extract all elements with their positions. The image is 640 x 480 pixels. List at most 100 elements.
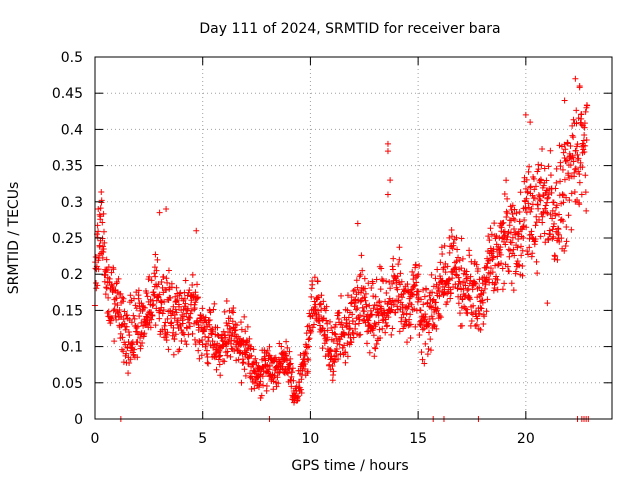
x-axis-title: GPS time / hours [291,458,408,474]
data-point [459,255,466,262]
data-point [378,265,385,272]
data-point [93,285,100,292]
data-point [547,211,554,218]
data-point [420,318,427,325]
data-point [146,319,153,326]
data-point [124,312,131,319]
data-point [103,285,110,292]
data-point [547,147,554,154]
data-point [556,238,563,245]
data-point [227,353,234,360]
data-point [202,343,209,350]
data-point [581,148,588,155]
x-tick-label: 10 [302,431,320,447]
data-point [529,235,536,242]
data-point [297,386,304,393]
data-point [476,284,483,291]
x-tick-labels: 0 5 10 15 20 [91,431,535,447]
data-point [532,236,539,243]
data-point [384,191,391,198]
data-point [230,304,237,311]
data-point [421,293,428,300]
data-point [259,373,266,380]
data-point [243,349,250,356]
data-point [162,319,169,326]
data-point [572,147,579,154]
data-point [540,182,547,189]
data-point [173,298,180,305]
data-point [164,329,171,336]
data-point [326,361,333,368]
y-tick-label: 0.25 [52,231,83,247]
data-point [225,320,232,327]
data-point [217,372,224,379]
data-point [185,314,192,321]
chart-title: Day 111 of 2024, SRMTID for receiver bar… [199,21,500,37]
data-point [455,300,462,307]
data-point [524,248,531,255]
data-point [191,336,198,343]
data-point [404,281,411,288]
data-point [118,322,125,329]
data-point [436,293,443,300]
data-point [404,339,411,346]
data-point [536,193,543,200]
data-point [571,169,578,176]
data-point [529,250,536,257]
data-point [152,322,159,329]
data-point [476,276,483,283]
data-point [311,274,318,281]
data-point [459,322,466,329]
data-point [348,294,355,301]
data-point [117,290,124,297]
data-point [437,259,444,266]
data-point [323,317,330,324]
data-point [264,362,271,369]
data-point [134,328,141,335]
data-point [320,332,327,339]
data-point [415,294,422,301]
data-point [485,257,492,264]
data-point [304,355,311,362]
data-point [411,282,418,289]
data-point [536,196,543,203]
data-point [484,296,491,303]
data-point [323,303,330,310]
data-point [560,149,567,156]
data-point [571,188,578,195]
data-point [309,281,316,288]
data-point [154,283,161,290]
data-point [582,189,589,196]
data-point [559,191,566,198]
data-point [384,148,391,155]
data-point [503,208,510,215]
data-point [384,322,391,329]
data-point [573,120,580,127]
data-point [539,219,546,226]
data-point [442,269,449,276]
data-point [220,328,227,335]
data-point [135,295,142,302]
data-point [547,172,554,179]
data-point [555,231,562,238]
data-point [456,278,463,285]
data-point [250,359,257,366]
data-point [468,317,475,324]
data-point [419,321,426,328]
data-point [570,134,577,141]
data-point [543,177,550,184]
data-point [550,233,557,240]
data-point [582,142,589,149]
data-point [128,340,135,347]
data-point [358,252,365,259]
data-point [275,380,282,387]
data-point [216,361,223,368]
data-point [525,251,532,258]
data-point [545,191,552,198]
data-point [530,175,537,182]
data-point [544,300,551,307]
data-point [264,347,271,354]
data-point [350,288,357,295]
data-point [221,308,228,315]
data-point [465,295,472,302]
